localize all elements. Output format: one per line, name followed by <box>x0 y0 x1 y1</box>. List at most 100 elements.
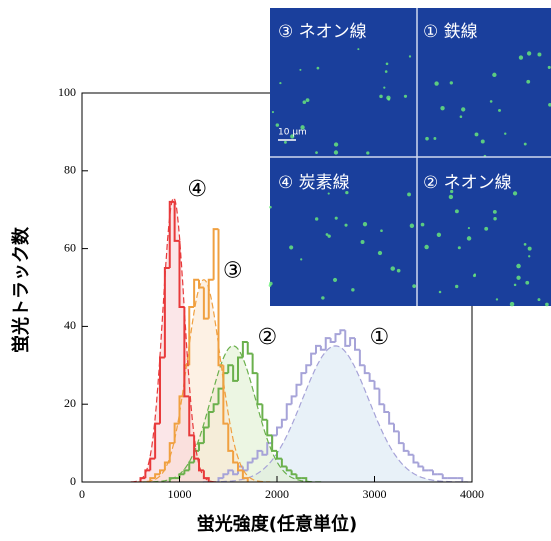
fit-curve <box>137 279 271 483</box>
panel-label: ② ネオン線 <box>423 173 512 193</box>
histogram-bin <box>256 373 263 406</box>
spot <box>299 68 302 71</box>
panel-label: ③ ネオン線 <box>278 22 367 42</box>
spot <box>526 51 532 56</box>
histogram-bin <box>227 364 234 374</box>
histogram-bin <box>193 278 199 307</box>
histogram-bin <box>349 337 355 346</box>
histogram-bin <box>280 458 287 468</box>
y-tick-label: 60 <box>64 240 76 254</box>
spot <box>300 125 305 130</box>
spot <box>440 105 445 111</box>
histogram-bin <box>432 470 438 476</box>
histogram-bin <box>285 466 292 472</box>
fit-curve <box>143 345 323 483</box>
series-label: ④ <box>187 177 207 202</box>
histogram-bin <box>139 477 146 482</box>
spot <box>305 98 310 103</box>
spot <box>345 190 349 195</box>
spot <box>290 134 295 139</box>
histogram-bin <box>217 229 224 367</box>
histogram-bin <box>422 466 429 472</box>
spot <box>528 255 531 258</box>
histogram-bin <box>368 373 375 382</box>
histogram-bin <box>301 477 308 482</box>
spot <box>434 81 439 86</box>
spot <box>512 191 518 196</box>
spot <box>344 223 348 227</box>
histogram-bin <box>188 461 195 471</box>
histogram-bin <box>188 396 195 437</box>
spot <box>314 217 319 221</box>
spot <box>327 234 331 238</box>
histogram-bin <box>319 345 326 351</box>
spot <box>454 209 459 214</box>
histogram-bin <box>217 477 224 482</box>
histogram-bin <box>324 337 331 350</box>
spot <box>269 281 273 286</box>
spot <box>366 151 370 155</box>
x-axis-label: 蛍光強度(任意単位) <box>197 513 357 535</box>
histogram-bin <box>183 306 190 398</box>
histogram-bin <box>358 349 365 367</box>
spot <box>351 288 355 292</box>
spot <box>436 232 442 237</box>
spot <box>467 227 470 230</box>
spot <box>396 268 401 273</box>
spot <box>357 48 360 51</box>
spot <box>315 151 318 155</box>
spot <box>438 290 442 294</box>
spot <box>495 298 499 301</box>
histogram-bin <box>363 365 370 375</box>
spot <box>484 226 489 231</box>
y-tick-label: 20 <box>64 396 76 410</box>
spot <box>289 245 294 250</box>
spot <box>449 81 453 85</box>
spot <box>492 72 497 78</box>
spot <box>547 65 551 69</box>
histogram-bin <box>280 418 287 428</box>
spot <box>537 52 542 57</box>
histogram-bin <box>334 333 341 342</box>
histogram-bin <box>237 356 243 381</box>
histogram-bin <box>300 372 307 385</box>
inset: ③ ネオン線 ① 鉄線 ④ 炭素線 ② ネオン線 10 μm <box>268 8 551 307</box>
spot <box>360 240 365 245</box>
y-axis-label: 蛍光トラック数 <box>10 226 32 353</box>
histogram-bin <box>168 200 175 269</box>
histogram-bin <box>251 353 258 375</box>
spot <box>424 244 429 250</box>
spot <box>457 246 461 250</box>
histogram-bin <box>412 454 419 464</box>
histogram-bin <box>159 469 165 475</box>
spot <box>327 192 330 195</box>
histogram-bin <box>256 449 263 459</box>
spot <box>403 94 408 98</box>
spot <box>523 142 527 146</box>
spot <box>433 137 437 140</box>
spot <box>504 132 507 135</box>
histogram-bin <box>237 462 243 472</box>
spot <box>279 81 282 85</box>
histogram-bin <box>207 410 214 428</box>
spot <box>380 229 383 233</box>
spot <box>527 246 532 251</box>
spot <box>390 266 396 271</box>
histogram-bin <box>178 240 185 308</box>
spot <box>316 66 320 70</box>
spot <box>493 217 497 221</box>
y-tick-label: 40 <box>64 318 76 332</box>
histogram-bin <box>227 469 234 475</box>
spot <box>379 94 383 99</box>
spot <box>409 223 415 228</box>
histogram-bin <box>266 419 273 437</box>
histogram-bin <box>163 267 170 358</box>
spot <box>377 250 383 256</box>
histogram-bin <box>271 435 277 452</box>
spot <box>269 205 272 209</box>
histogram-bin <box>193 435 199 460</box>
spot <box>383 86 386 89</box>
spot <box>333 142 339 147</box>
histogram-bin <box>441 474 448 480</box>
